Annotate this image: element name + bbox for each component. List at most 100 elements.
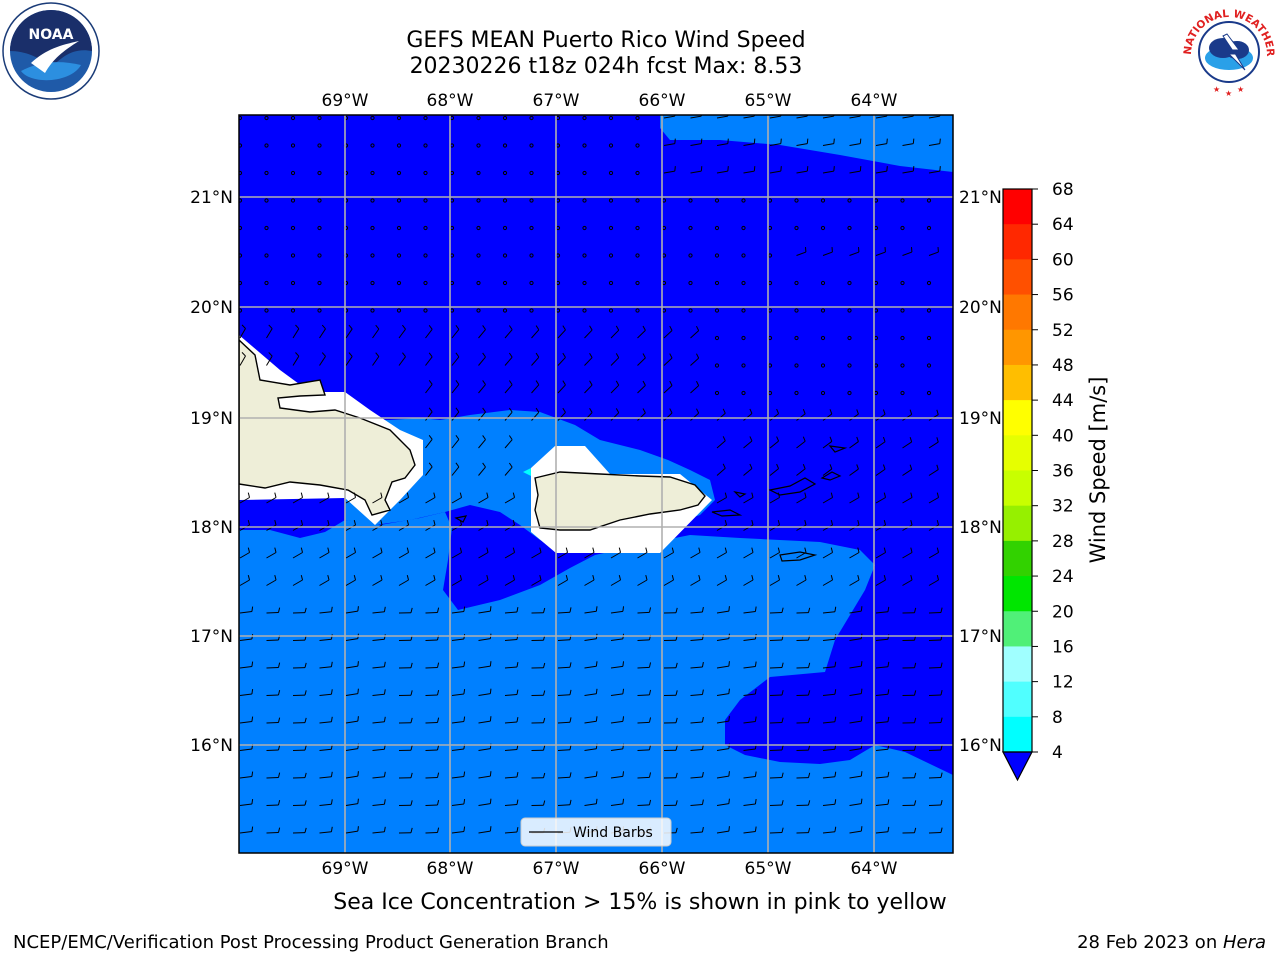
- colorbar-segment: [1003, 611, 1032, 647]
- calm-barb: [714, 280, 720, 286]
- calm-barb: [900, 198, 905, 203]
- calm-barb: [239, 308, 243, 313]
- wind-barb: [637, 717, 652, 724]
- wind-barb: [769, 463, 780, 476]
- wind-barb: [425, 827, 440, 834]
- wind-barb: [372, 324, 380, 339]
- wind-barb: [796, 717, 811, 724]
- colorbar-tick-label: 12: [1052, 673, 1074, 693]
- wind-barb: [557, 407, 566, 421]
- calm-barb: [370, 280, 375, 286]
- lat-label-left: 16°N: [190, 736, 233, 756]
- calm-barb: [502, 253, 508, 258]
- wind-barb: [478, 661, 492, 669]
- wind-barb: [637, 353, 646, 366]
- calm-barb: [794, 308, 799, 313]
- colorbar-segment: [1003, 646, 1032, 683]
- wind-barb: [663, 353, 673, 366]
- calm-barb: [529, 280, 534, 286]
- calm-barb: [317, 280, 322, 286]
- wind-barb: [637, 380, 646, 394]
- wind-barb: [637, 575, 648, 586]
- calm-barb: [741, 198, 746, 203]
- wind-barb: [266, 772, 281, 779]
- wind-barb: [292, 717, 307, 724]
- wind-barb: [637, 772, 652, 779]
- wind-barb: [796, 575, 807, 586]
- wind-barb: [796, 547, 807, 559]
- wind-barb: [504, 492, 516, 504]
- wind-barb: [663, 138, 676, 146]
- calm-barb: [608, 170, 614, 176]
- wind-barb: [822, 575, 834, 586]
- lon-label-top: 67°W: [533, 91, 580, 111]
- calm-barb: [794, 363, 799, 368]
- colorbar-tick-label: 28: [1052, 532, 1074, 552]
- wind-barb: [928, 689, 943, 696]
- wind-barb: [451, 826, 466, 834]
- colorbar-segment: [1003, 681, 1032, 718]
- nws-logo: NATIONAL WEATHER SERVICE ★ ★ ★: [1179, 0, 1276, 99]
- wind-barb: [557, 772, 572, 779]
- wind-barb: [743, 575, 754, 586]
- wind-barb: [239, 688, 254, 696]
- wind-barb: [398, 800, 413, 806]
- calm-barb: [396, 280, 402, 286]
- wind-barb: [292, 575, 304, 586]
- wind-barb: [292, 662, 307, 669]
- wind-barb: [928, 717, 943, 724]
- colorbar-label: Wind Speed [m/s]: [1086, 377, 1110, 564]
- wind-barb: [690, 380, 700, 394]
- wind-barb: [451, 492, 463, 504]
- colorbar-tick-label: 68: [1052, 180, 1074, 200]
- wind-barb: [875, 661, 890, 669]
- wind-barb: [345, 352, 353, 366]
- wind-barb: [902, 717, 917, 724]
- calm-barb: [529, 198, 534, 203]
- wind-barb: [902, 437, 913, 449]
- wind-barb: [610, 606, 625, 614]
- calm-barb: [502, 280, 508, 286]
- wind-barb: [398, 662, 413, 669]
- wind-barb: [319, 661, 333, 669]
- sea-region-4-8-south: [239, 512, 953, 853]
- calm-barb: [635, 225, 640, 231]
- wind-barb: [319, 716, 333, 724]
- wind-barb: [663, 547, 675, 559]
- wind-barb: [875, 575, 887, 586]
- wind-barb: [690, 606, 704, 614]
- wind-barb: [716, 826, 730, 834]
- wind-barb: [266, 800, 281, 806]
- calm-barb: [502, 143, 508, 148]
- calm-barb: [396, 308, 402, 313]
- wind-barb: [345, 798, 359, 806]
- wind-barb: [796, 607, 811, 614]
- wind-barb: [478, 688, 492, 696]
- wind-barb: [743, 138, 756, 146]
- calm-barb: [608, 198, 614, 203]
- wind-barb: [769, 800, 784, 806]
- wind-barb: [902, 827, 917, 834]
- wind-barb: [796, 463, 806, 476]
- colorbar-tick-label: 36: [1052, 462, 1074, 482]
- wind-barb: [610, 380, 620, 394]
- wind-barb: [822, 436, 833, 449]
- calm-barb: [608, 115, 614, 121]
- wind-barb: [504, 772, 519, 779]
- wind-barb: [849, 771, 863, 779]
- wind-barb: [902, 492, 913, 504]
- lon-label-bottom: 69°W: [322, 859, 369, 879]
- lat-label-left: 18°N: [190, 518, 233, 538]
- wind-barb: [425, 492, 436, 504]
- wind-barb: [372, 799, 386, 806]
- lon-label-bottom: 65°W: [745, 859, 792, 879]
- wind-barb: [716, 436, 726, 449]
- svg-text:★: ★: [1213, 85, 1220, 94]
- wind-barb: [372, 547, 383, 559]
- wind-barb: [875, 166, 888, 174]
- wind-barb: [769, 547, 781, 559]
- wind-barb: [663, 325, 673, 339]
- wind-barb: [610, 547, 622, 559]
- wind-barb: [716, 606, 730, 614]
- wind-barb: [902, 662, 917, 669]
